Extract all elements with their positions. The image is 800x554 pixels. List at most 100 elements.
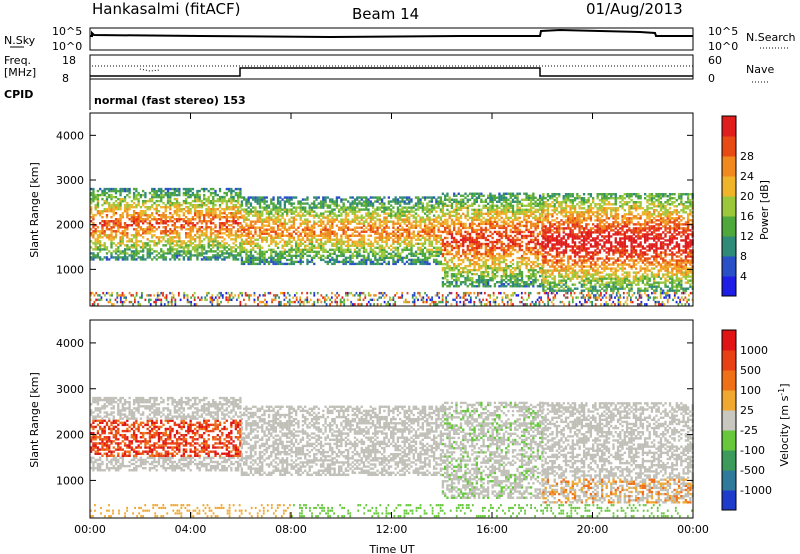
power-cell bbox=[212, 238, 215, 241]
power-cell bbox=[135, 195, 138, 199]
power-cell bbox=[421, 202, 424, 205]
power-cell bbox=[218, 187, 222, 191]
power-cell bbox=[240, 228, 244, 231]
power-cell bbox=[162, 230, 165, 233]
power-cell bbox=[480, 200, 483, 203]
power-cell bbox=[410, 226, 413, 229]
power-cell bbox=[148, 252, 152, 255]
power-cell bbox=[459, 244, 463, 248]
power-cell bbox=[234, 209, 238, 213]
power-cell bbox=[500, 268, 503, 272]
power-cell bbox=[453, 192, 456, 195]
power-cell bbox=[532, 196, 535, 199]
power-cell bbox=[383, 202, 386, 205]
power-cell bbox=[153, 193, 156, 197]
power-cell bbox=[261, 230, 264, 233]
power-cell bbox=[130, 216, 134, 219]
power-cell bbox=[514, 234, 517, 238]
power-cell bbox=[142, 214, 145, 217]
power-cell bbox=[551, 243, 554, 246]
power-cell bbox=[534, 246, 537, 250]
power-cell bbox=[437, 260, 440, 264]
power-cell bbox=[544, 259, 547, 262]
power-cell bbox=[394, 252, 397, 256]
power-cell bbox=[331, 198, 334, 201]
power-cell bbox=[105, 201, 109, 205]
power-cell bbox=[108, 228, 111, 231]
freq-panel: Freq. [MHz] 18 8 60 0 Nave bbox=[4, 54, 774, 85]
power-cell bbox=[142, 256, 145, 259]
power-cell bbox=[356, 234, 359, 237]
power-cell bbox=[130, 256, 134, 259]
power-cell bbox=[553, 257, 556, 260]
power-cell bbox=[544, 279, 547, 282]
power-cell bbox=[160, 205, 163, 209]
power-cell bbox=[166, 189, 170, 193]
power-cell bbox=[362, 262, 366, 266]
power-cell bbox=[482, 242, 485, 246]
power-cell bbox=[482, 285, 485, 288]
power-cell bbox=[480, 230, 483, 234]
power-cell bbox=[544, 217, 547, 220]
power-cell bbox=[169, 211, 172, 215]
power-cell bbox=[356, 196, 359, 199]
power-cell bbox=[489, 220, 492, 224]
power-cell bbox=[236, 199, 240, 203]
power-cell bbox=[227, 199, 231, 203]
power-cell bbox=[491, 224, 494, 228]
power-cell bbox=[331, 200, 334, 203]
power-cell bbox=[464, 279, 467, 282]
power-cell bbox=[205, 232, 208, 235]
power-cell bbox=[297, 200, 300, 203]
power-cell bbox=[130, 214, 134, 217]
power-cell bbox=[484, 283, 488, 286]
power-cell bbox=[349, 206, 352, 209]
power-cell bbox=[553, 267, 556, 270]
power-cell bbox=[509, 246, 512, 250]
power-cell bbox=[507, 210, 510, 214]
power-cell bbox=[333, 200, 336, 203]
power-cell bbox=[542, 235, 545, 238]
power-cell bbox=[114, 252, 118, 255]
power-cell bbox=[223, 199, 226, 203]
power-cell bbox=[249, 248, 253, 252]
power-cell bbox=[279, 202, 282, 205]
power-cell bbox=[313, 220, 316, 223]
power-cell bbox=[218, 203, 222, 207]
power-cell bbox=[319, 258, 323, 262]
power-cell bbox=[283, 226, 287, 229]
power-cell bbox=[169, 207, 172, 211]
power-cell bbox=[258, 210, 262, 213]
power-cell bbox=[473, 260, 476, 264]
power-cell bbox=[450, 260, 454, 264]
power-cell bbox=[468, 244, 472, 248]
power-cell bbox=[560, 243, 563, 246]
power-cell bbox=[462, 234, 465, 238]
power-cell bbox=[383, 252, 386, 256]
power-cell bbox=[498, 210, 501, 214]
power-cell bbox=[137, 197, 140, 201]
power-cell bbox=[187, 250, 190, 253]
power-cell bbox=[520, 236, 524, 240]
power-cell bbox=[502, 274, 506, 278]
power-cell bbox=[555, 289, 559, 292]
power-cell bbox=[507, 246, 510, 250]
power-cell bbox=[417, 198, 420, 201]
power-cell bbox=[534, 252, 537, 256]
power-cell bbox=[324, 248, 327, 252]
power-cell bbox=[267, 228, 271, 231]
power-cell bbox=[493, 216, 497, 220]
power-cell bbox=[399, 254, 402, 258]
power-cell bbox=[173, 201, 176, 205]
power-cell bbox=[331, 248, 334, 252]
power-cell bbox=[484, 244, 488, 248]
power-cell bbox=[218, 226, 222, 229]
power-cell bbox=[160, 197, 163, 201]
power-cell bbox=[225, 214, 228, 217]
power-cell bbox=[225, 201, 228, 205]
power-cell bbox=[399, 208, 402, 211]
power-cell bbox=[529, 206, 533, 210]
power-cell bbox=[509, 244, 512, 248]
power-cell bbox=[110, 207, 113, 211]
power-cell bbox=[392, 250, 395, 254]
